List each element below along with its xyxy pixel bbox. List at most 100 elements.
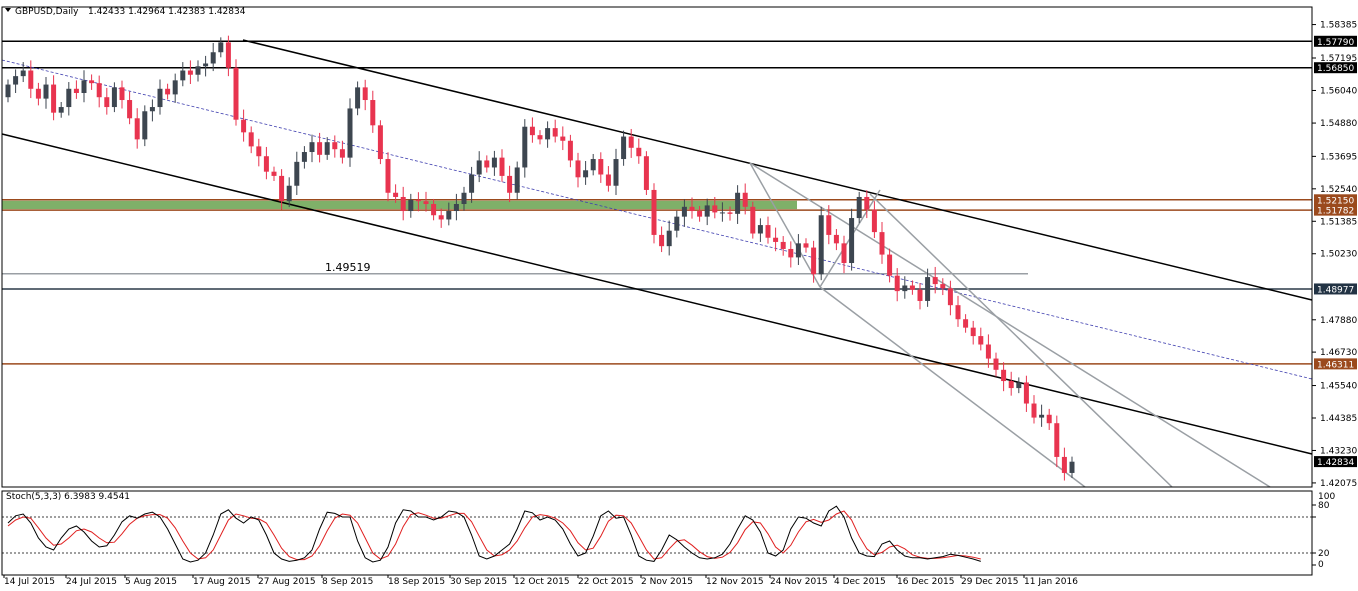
candle-body-103 xyxy=(788,248,794,258)
stoch-tick-100: 100 xyxy=(1318,492,1335,502)
x-tick-label-6: 18 Sep 2015 xyxy=(388,577,445,587)
candle-body-129 xyxy=(985,344,991,359)
candle-body-76 xyxy=(583,170,589,178)
candle-body-62 xyxy=(476,160,482,175)
x-tick-label-5: 8 Sep 2015 xyxy=(322,577,373,587)
candle-body-93 xyxy=(712,205,718,213)
x-tick-label-2: 5 Aug 2015 xyxy=(125,577,177,587)
candle-body-126 xyxy=(963,319,969,328)
candle-body-100 xyxy=(765,225,771,238)
candle-body-48 xyxy=(370,100,376,126)
ohlc-label: 1.42433 1.42964 1.42383 1.42834 xyxy=(88,7,246,17)
candle-body-92 xyxy=(704,205,710,217)
candle-body-3 xyxy=(28,70,34,89)
candle-body-73 xyxy=(560,136,566,141)
candle-body-117 xyxy=(894,275,900,292)
price-tag-label-5: 1.46311 xyxy=(1317,360,1354,370)
candle-body-137 xyxy=(1046,414,1052,424)
candle-body-99 xyxy=(757,225,763,234)
candle-body-63 xyxy=(484,160,490,168)
candle-body-132 xyxy=(1008,381,1014,389)
candle-body-123 xyxy=(940,284,946,289)
candle-body-140 xyxy=(1069,461,1075,473)
collapse-triangle-icon[interactable] xyxy=(5,8,11,12)
candle-body-110 xyxy=(841,243,847,264)
candle-body-8 xyxy=(66,88,72,108)
candle-body-118 xyxy=(902,285,908,292)
candle-body-68 xyxy=(522,126,528,168)
candle-body-47 xyxy=(362,87,368,101)
zones-layer xyxy=(2,200,797,210)
candle-body-5 xyxy=(43,84,49,99)
candle-body-128 xyxy=(978,336,984,345)
price-tick-label-0: 1.58385 xyxy=(1320,21,1357,31)
candle-body-57 xyxy=(438,215,444,220)
candle-body-18 xyxy=(142,111,148,140)
candle-body-14 xyxy=(111,87,117,108)
symbol-label: GBPUSD,Daily xyxy=(15,7,79,17)
price-tick-label-7: 1.50230 xyxy=(1320,250,1357,260)
candle-body-56 xyxy=(431,204,437,216)
price-tag-label-0: 1.57790 xyxy=(1317,38,1354,48)
candle-body-58 xyxy=(446,211,452,220)
candle-body-54 xyxy=(415,199,421,202)
candle-body-61 xyxy=(469,174,475,193)
candle-body-104 xyxy=(795,243,801,258)
price-tag-label-4: 1.48977 xyxy=(1317,285,1354,295)
candle-body-88 xyxy=(674,216,680,231)
candle-body-116 xyxy=(887,254,893,276)
candle-body-23 xyxy=(180,70,186,81)
candle-body-39 xyxy=(301,152,307,162)
candle-body-45 xyxy=(347,108,353,158)
stochastic-layer xyxy=(2,504,1316,566)
price-tick-label-8: 1.47880 xyxy=(1320,316,1357,326)
stoch-panel-frame xyxy=(1,490,1313,576)
candle-body-33 xyxy=(256,146,262,157)
stochastic-label: Stoch(5,3,3) 6.3983 9.4541 xyxy=(6,492,130,502)
candle-body-111 xyxy=(849,218,855,264)
price-tick-label-2: 1.56040 xyxy=(1320,86,1357,96)
candle-body-94 xyxy=(719,212,725,214)
candle-body-50 xyxy=(385,159,391,193)
candle-body-38 xyxy=(294,161,300,186)
pitchfork-median-line xyxy=(869,193,1173,488)
price-tag-6 xyxy=(1314,456,1357,468)
candle-body-46 xyxy=(355,87,361,109)
x-tick-label-7: 30 Sep 2015 xyxy=(450,577,507,587)
candle-body-80 xyxy=(613,159,619,186)
trendlines-layer xyxy=(1,39,1313,488)
candle-body-102 xyxy=(780,241,786,249)
candle-body-101 xyxy=(773,237,779,242)
candle-body-16 xyxy=(127,100,133,119)
candle-body-26 xyxy=(203,63,209,67)
candle-body-32 xyxy=(248,132,254,147)
candle-body-96 xyxy=(735,192,741,214)
candle-body-86 xyxy=(659,234,665,247)
x-tick-label-0: 14 Jul 2015 xyxy=(4,577,55,587)
candle-body-125 xyxy=(955,305,961,320)
x-tick-label-13: 4 Dec 2015 xyxy=(834,577,886,587)
candle-body-70 xyxy=(537,135,543,140)
candle-body-36 xyxy=(279,175,285,202)
candle-body-59 xyxy=(453,204,459,212)
candle-body-134 xyxy=(1023,382,1029,404)
candle-body-66 xyxy=(507,175,513,193)
stoch-tick-0: 0 xyxy=(1318,560,1324,570)
candle-body-95 xyxy=(727,212,733,214)
candle-body-91 xyxy=(697,211,703,217)
price-tag-2 xyxy=(1314,194,1357,206)
candle-body-138 xyxy=(1054,423,1060,457)
candle-body-10 xyxy=(81,80,87,93)
x-tick-label-12: 24 Nov 2015 xyxy=(770,577,828,587)
candle-body-35 xyxy=(271,171,277,176)
candle-body-108 xyxy=(826,215,832,235)
candle-body-37 xyxy=(286,185,292,202)
price-tick-label-4: 1.53695 xyxy=(1320,152,1357,162)
candle-body-65 xyxy=(499,157,505,176)
price-tag-3 xyxy=(1314,204,1357,216)
candle-body-139 xyxy=(1061,456,1067,473)
candle-body-12 xyxy=(96,83,102,98)
candle-body-106 xyxy=(811,247,817,275)
